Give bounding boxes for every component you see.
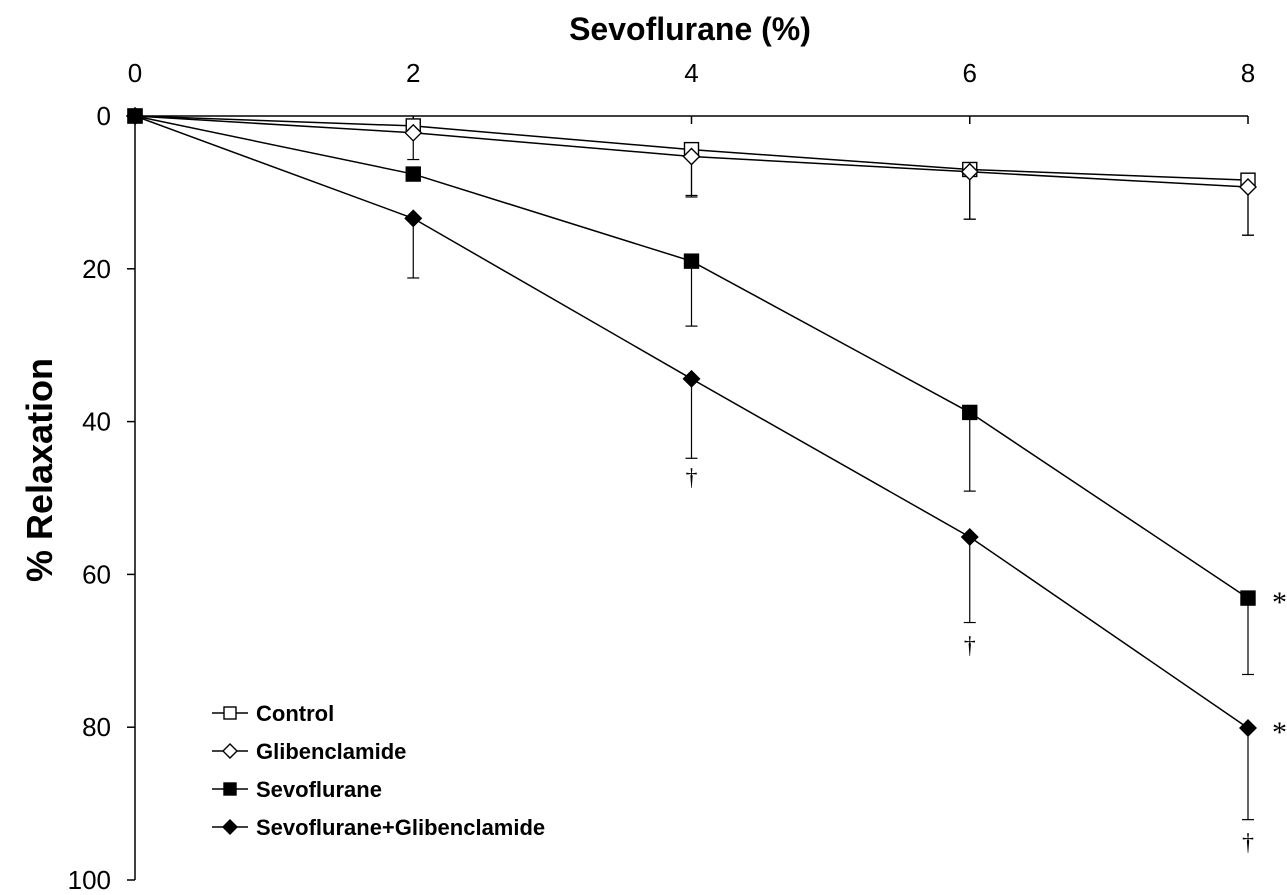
- sevoflurane-point: [683, 253, 700, 269]
- x-axis-title: Sevoflurane (%): [569, 11, 811, 47]
- sevoflurane-glibenclamide-point: [126, 107, 144, 125]
- legend-label-control: Control: [256, 701, 334, 726]
- error-bars: [407, 132, 1254, 821]
- series-markers: [126, 107, 1257, 737]
- legend-marker-glibenclamide: [222, 743, 238, 759]
- sevoflurane-glibenclamide-point: [1239, 718, 1257, 737]
- sevoflurane-point: [1240, 590, 1256, 606]
- glibenclamide-point: [682, 147, 701, 166]
- significance-marks: † † † * *: [686, 465, 1287, 856]
- y-tick-label: 80: [82, 712, 111, 742]
- x-tick-label: 6: [963, 58, 977, 88]
- y-tick-label: 100: [68, 865, 111, 895]
- x-tick-label: 0: [128, 58, 142, 88]
- legend-label-sevoflurane: Sevoflurane: [256, 777, 382, 802]
- y-tick-label: 20: [82, 254, 111, 284]
- legend-label-sevoflurane-glibenclamide: Sevoflurane+Glibenclamide: [256, 815, 545, 840]
- sevoflurane-glibenclamide-point: [682, 369, 701, 388]
- legend-marker-sevoflurane-glibenclamide: [222, 819, 238, 835]
- sevoflurane-point: [405, 166, 421, 182]
- legend-marker-control: [223, 706, 237, 720]
- sevoflurane-point: [962, 404, 978, 421]
- dagger-mark: †: [964, 633, 976, 659]
- legend-marker-sevoflurane: [223, 782, 237, 796]
- sevoflurane-glibenclamide-point: [404, 209, 423, 228]
- asterisk-mark: *: [1272, 716, 1287, 749]
- sevoflurane-glibenclamide-point: [960, 527, 979, 546]
- legend: Control Glibenclamide Sevoflurane Sevoflura…: [212, 701, 545, 840]
- glibenclamide-point: [960, 162, 979, 181]
- dagger-mark: †: [1242, 830, 1254, 856]
- dagger-mark: †: [686, 465, 698, 491]
- y-tick-label: 60: [82, 559, 111, 589]
- x-tick-label: 8: [1241, 58, 1255, 88]
- asterisk-mark: *: [1272, 586, 1287, 619]
- y-axis-title: % Relaxation: [19, 358, 60, 582]
- legend-label-glibenclamide: Glibenclamide: [256, 739, 406, 764]
- glibenclamide-point: [1239, 178, 1257, 197]
- glibenclamide-point: [404, 123, 423, 142]
- x-tick-label: 4: [684, 58, 698, 88]
- y-tick-label: 0: [97, 101, 111, 131]
- y-tick-label: 40: [82, 407, 111, 437]
- x-tick-label: 2: [406, 58, 420, 88]
